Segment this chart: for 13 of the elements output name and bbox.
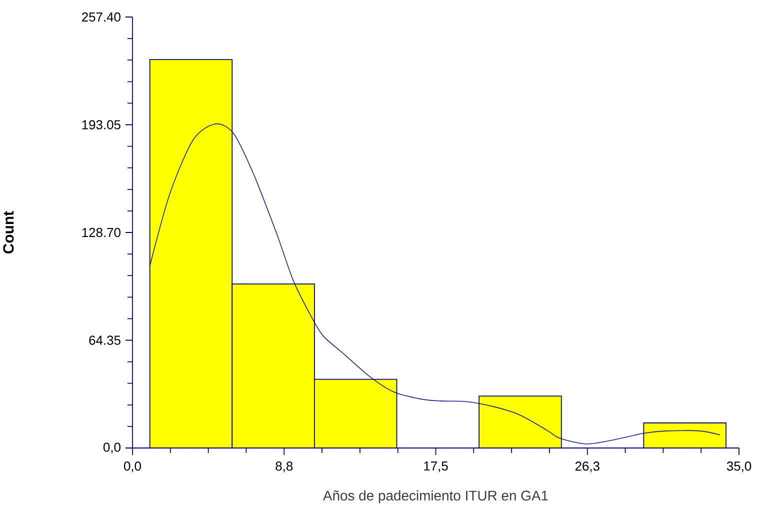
y-axis-title: Count [3,211,14,254]
x-axis-title: Años de padecimiento ITUR en GA1 [322,490,548,504]
y-tick-label: 64.35 [89,336,120,345]
x-tick-label: 35,0 [726,462,752,472]
x-tick-label: 26,3 [575,462,600,472]
y-tick-label: 257.40 [82,12,120,22]
x-tick-label: 8,8 [276,462,293,472]
y-tick-label: 193.05 [82,120,120,130]
line-series [149,124,720,444]
y-tick-label: 128.70 [82,228,120,238]
x-tick-label: 17,5 [424,462,448,472]
y-tick-label: 0,0 [103,442,120,454]
x-tick-label: 0,0 [124,462,142,472]
